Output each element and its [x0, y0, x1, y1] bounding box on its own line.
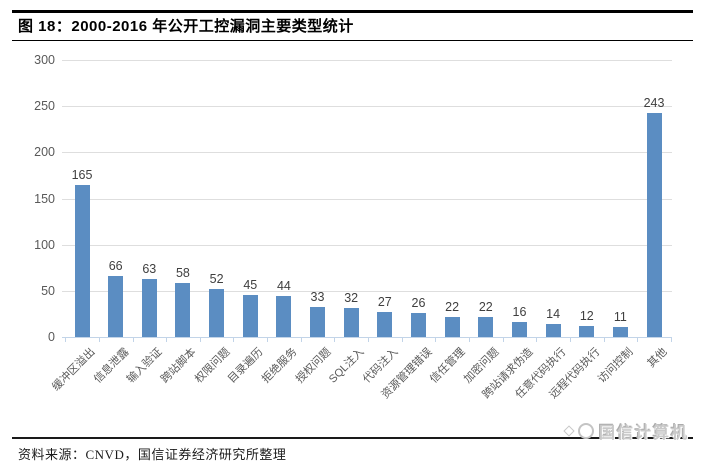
x-axis-tick: [98, 338, 100, 342]
bar-value-label: 16: [512, 305, 527, 320]
bar-value-label: 22: [445, 299, 460, 314]
bar: [612, 326, 628, 337]
brand-circle-icon: [577, 422, 594, 439]
bar: [444, 316, 460, 337]
bar: [411, 313, 426, 337]
bar-value-label: 32: [344, 290, 359, 305]
bar-value-label: 63: [142, 261, 157, 276]
x-axis-tick-label: 拒绝服务: [259, 346, 300, 386]
x-axis-tick-label: SQL注入: [327, 346, 367, 386]
bar: [512, 322, 527, 337]
x-axis-tick: [199, 338, 201, 342]
gridline: [62, 60, 672, 61]
x-axis-tick: [502, 338, 504, 342]
bar: [545, 324, 561, 337]
bar-value-label: 33: [310, 289, 325, 304]
bar-value-label: 14: [546, 307, 561, 322]
bar: [209, 289, 225, 337]
source-note: 资料来源：CNVD，国信证券经济研究所整理: [18, 447, 287, 462]
bar-value-label: 27: [377, 295, 392, 310]
gridline: [62, 244, 672, 246]
x-axis-tick: [435, 338, 437, 342]
bar: [141, 278, 157, 337]
x-axis-tick: [300, 338, 302, 342]
bar: [310, 306, 325, 337]
x-axis-tick: [132, 338, 134, 342]
x-axis-tick: [166, 338, 168, 342]
brand-watermark: 国信计算机: [563, 421, 689, 442]
bar: [108, 276, 124, 337]
x-axis-tick: [368, 338, 369, 342]
x-axis-line: [62, 337, 672, 338]
gridline: [62, 106, 672, 108]
x-axis-tick-label: 信任管理: [427, 346, 468, 386]
bar-value-label: 44: [276, 279, 291, 294]
x-axis-tick: [267, 338, 269, 342]
x-axis-tick-label: 跨站脚本: [158, 346, 199, 386]
x-axis-tick: [334, 338, 336, 342]
bar-value-label: 243: [643, 95, 665, 110]
x-axis-tick: [670, 338, 672, 342]
gridline: [62, 198, 672, 200]
x-axis-tick-label: 授权问题: [293, 346, 333, 386]
y-axis-tick-label: 250: [34, 99, 55, 114]
y-axis-tick-label: 200: [34, 145, 55, 160]
bar: [646, 112, 662, 337]
x-axis-tick-label: 权限问题: [192, 346, 233, 386]
brand-diamond-icon: [563, 424, 575, 437]
x-axis-tick-label: 访问控制: [596, 346, 636, 386]
bar: [276, 296, 292, 337]
header-top-rule: [12, 10, 693, 13]
y-axis-tick-label: 50: [41, 283, 55, 298]
gridline: [62, 152, 672, 154]
y-axis-tick-label: 300: [34, 53, 55, 67]
bar: [579, 325, 595, 337]
x-axis-tick: [65, 338, 67, 342]
bar-value-label: 26: [411, 296, 426, 310]
bar: [377, 312, 393, 337]
bar-value-label: 45: [243, 278, 258, 293]
bar-value-label: 52: [209, 272, 224, 286]
bar-value-label: 66: [108, 259, 123, 274]
x-axis-tick-label: 缓冲区溢出: [50, 346, 98, 394]
bar-value-label: 165: [71, 167, 93, 182]
bar: [175, 283, 191, 337]
x-axis-tick-label: 目录遍历: [226, 346, 266, 386]
x-axis-tick: [569, 338, 571, 342]
bar: [478, 316, 494, 337]
header-bottom-rule: [12, 40, 693, 41]
x-axis-tick-label: 输入验证: [125, 346, 165, 386]
x-axis-tick: [233, 338, 235, 342]
bar-value-label: 58: [175, 266, 190, 281]
bar-value-label: 12: [579, 308, 594, 323]
footer-rule: [12, 437, 693, 439]
y-axis-tick-label: 150: [34, 191, 55, 206]
y-axis-tick-label: 0: [48, 330, 55, 344]
x-axis-tick: [469, 338, 470, 342]
bar-value-label: 11: [613, 309, 627, 324]
bar: [242, 295, 258, 337]
figure-title: 图 18：2000-2016 年公开工控漏洞主要类型统计: [18, 18, 354, 35]
gridline: [62, 290, 672, 292]
bar: [74, 184, 90, 337]
watermark-text: 国信计算机: [598, 424, 689, 442]
x-axis-tick-label: 其他: [645, 346, 670, 371]
x-axis-tick-label: 信息泄露: [91, 346, 132, 386]
x-axis-tick: [536, 338, 538, 342]
x-axis-tick: [401, 338, 403, 342]
x-axis-tick: [603, 338, 605, 342]
bar-value-label: 22: [478, 299, 493, 314]
x-axis-tick: [637, 338, 639, 342]
bar: [343, 307, 359, 337]
y-axis-tick-label: 100: [34, 237, 55, 252]
